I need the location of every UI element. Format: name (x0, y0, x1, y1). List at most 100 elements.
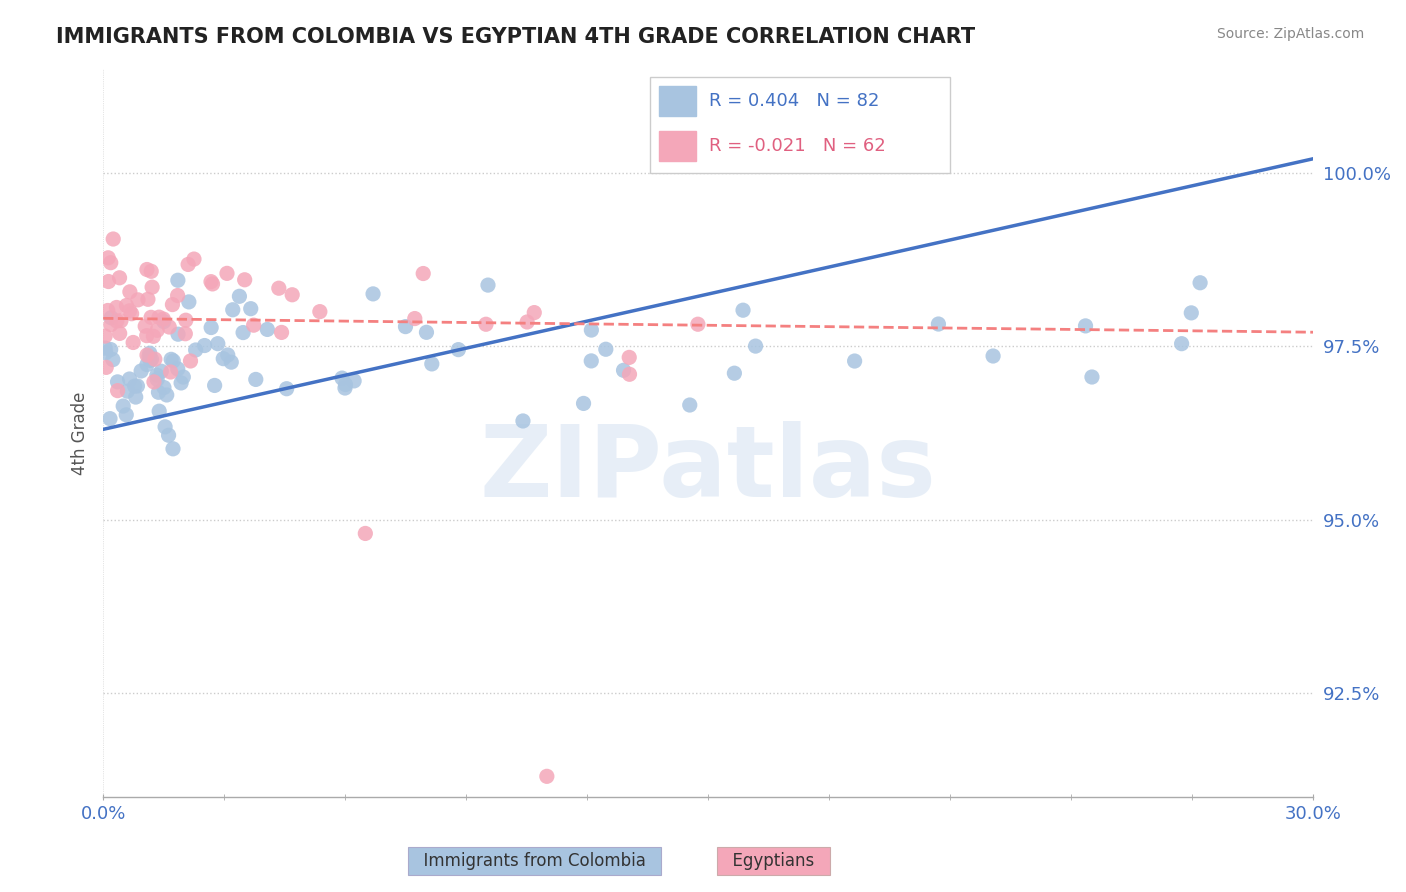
Point (162, 297, 184, 311)
Point (420, 357, 443, 371)
Point (619, 368, 641, 382)
Point (174, 326, 197, 341)
Point (162, 442, 184, 456)
Point (744, 339, 766, 353)
Point (723, 366, 745, 380)
Point (174, 313, 197, 327)
Point (512, 414, 534, 428)
Point (97, 251, 120, 265)
Point (146, 323, 169, 337)
Point (121, 307, 143, 321)
Point (167, 327, 190, 342)
Text: Egyptians: Egyptians (721, 852, 825, 870)
Point (194, 338, 217, 352)
Point (233, 273, 256, 287)
Point (222, 302, 245, 317)
Point (136, 293, 159, 307)
Point (105, 314, 128, 328)
Point (308, 304, 330, 318)
Point (572, 396, 595, 410)
Point (170, 376, 193, 390)
Point (94, 329, 117, 343)
Bar (659, 131, 696, 161)
Point (153, 419, 176, 434)
Point (523, 305, 546, 319)
Point (159, 365, 181, 379)
Point (127, 379, 149, 393)
Point (112, 399, 135, 413)
Point (107, 375, 129, 389)
Point (177, 294, 200, 309)
Point (686, 317, 709, 331)
Point (97, 275, 120, 289)
Point (96, 360, 118, 375)
Point (412, 267, 434, 281)
Point (581, 354, 603, 368)
Point (108, 326, 131, 341)
Point (212, 351, 235, 366)
Point (475, 318, 498, 332)
Point (135, 328, 157, 343)
Point (148, 310, 170, 325)
Point (581, 323, 603, 337)
Point (595, 343, 617, 357)
Point (172, 370, 194, 384)
Point (354, 526, 377, 541)
Point (217, 348, 239, 362)
Point (150, 364, 173, 378)
Point (143, 375, 166, 389)
Point (148, 385, 170, 400)
Point (242, 318, 264, 333)
Point (146, 368, 169, 383)
Point (1180, 306, 1202, 320)
Point (679, 398, 702, 412)
Point (447, 343, 470, 357)
Point (1074, 318, 1097, 333)
Point (107, 384, 129, 398)
Point (1170, 336, 1192, 351)
Point (267, 281, 290, 295)
Point (101, 352, 124, 367)
FancyBboxPatch shape (650, 77, 950, 173)
Point (270, 326, 292, 340)
Point (141, 280, 163, 294)
Point (124, 379, 146, 393)
Point (129, 364, 152, 378)
Point (136, 262, 159, 277)
Point (477, 278, 499, 293)
Point (157, 320, 180, 334)
Point (115, 408, 138, 422)
Point (183, 252, 205, 266)
Point (215, 266, 238, 280)
Point (141, 264, 163, 278)
Text: R = -0.021   N = 62: R = -0.021 N = 62 (709, 137, 886, 155)
Point (330, 371, 353, 385)
Point (162, 354, 184, 368)
Point (731, 303, 754, 318)
Point (139, 353, 162, 368)
Point (100, 343, 122, 357)
Point (146, 372, 169, 386)
Text: R = 0.404   N = 82: R = 0.404 N = 82 (709, 93, 879, 111)
Point (404, 311, 426, 326)
Point (148, 404, 170, 418)
Point (142, 329, 165, 343)
Point (160, 352, 183, 367)
Point (110, 314, 132, 328)
Point (153, 315, 176, 329)
Point (127, 293, 149, 307)
Point (94, 341, 117, 355)
Point (122, 335, 145, 350)
Bar (659, 87, 696, 116)
Point (256, 322, 278, 336)
Point (152, 312, 174, 326)
Point (179, 354, 201, 368)
Point (927, 317, 949, 331)
Point (361, 286, 384, 301)
Point (103, 232, 125, 246)
Point (981, 349, 1004, 363)
Point (139, 310, 162, 325)
Point (276, 382, 298, 396)
Point (136, 348, 159, 362)
Point (166, 362, 188, 376)
